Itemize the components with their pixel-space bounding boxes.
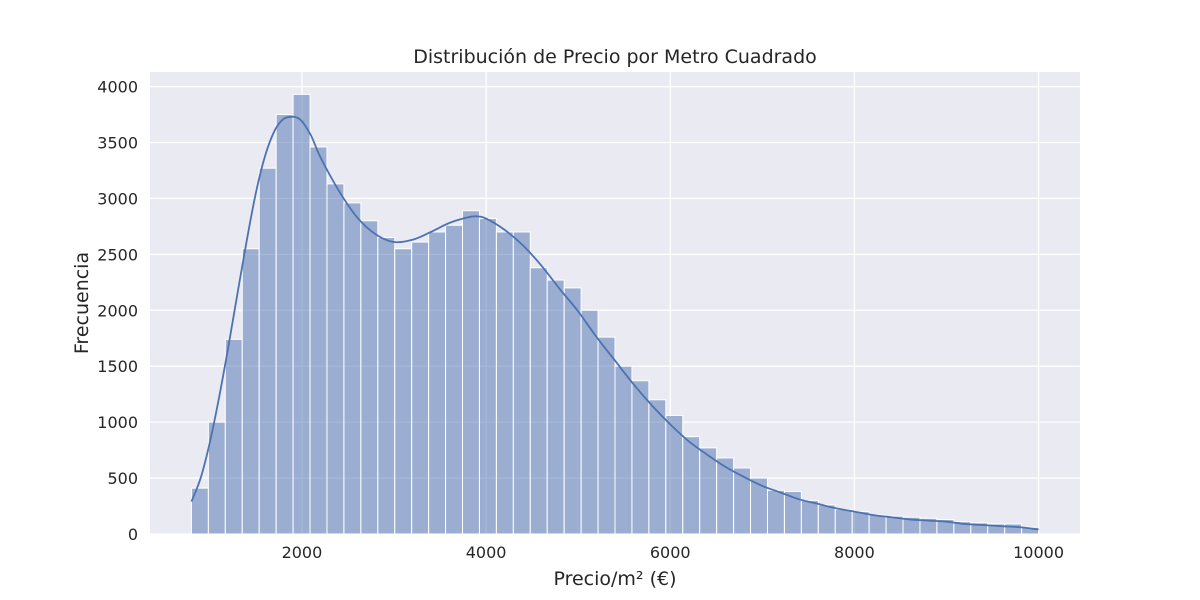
y-tick-label: 2500 <box>97 245 138 264</box>
histogram-bar <box>360 220 379 535</box>
y-tick-label: 2000 <box>97 301 138 320</box>
histogram-bar <box>343 202 362 535</box>
histogram-bar <box>682 436 701 535</box>
histogram-bar <box>1004 523 1023 535</box>
histogram-bar <box>275 114 294 535</box>
histogram-bar <box>546 279 565 535</box>
y-tick-label: 4000 <box>97 78 138 97</box>
y-tick-labels: 0 500 1000 1500 2000 2500 3000 3500 4000 <box>97 78 138 544</box>
histogram-bar <box>580 309 599 535</box>
x-tick-labels: 2000 4000 6000 8000 10000 <box>282 543 1064 562</box>
histogram-bar <box>292 93 311 535</box>
histogram-bars <box>190 93 1040 535</box>
histogram-bar <box>258 167 277 535</box>
histogram-bar <box>377 237 396 535</box>
histogram-bar <box>766 489 785 535</box>
histogram-bar <box>529 267 548 535</box>
histogram-bar <box>309 146 328 535</box>
x-tick-label: 2000 <box>282 543 323 562</box>
kde-curve <box>190 115 1039 531</box>
histogram-bar <box>241 248 260 535</box>
histogram-bar <box>495 231 514 535</box>
histogram-bar <box>394 248 413 535</box>
histogram-bar <box>851 511 870 535</box>
histogram-bar <box>428 231 447 535</box>
y-tick-label: 3000 <box>97 189 138 208</box>
y-tick-label: 500 <box>107 469 138 488</box>
x-tick-label: 6000 <box>650 543 691 562</box>
x-axis-label: Precio/m² (€) <box>553 568 676 590</box>
chart-title: Distribución de Precio por Metro Cuadrad… <box>413 46 817 68</box>
histogram-bar <box>817 504 836 535</box>
histogram-bar <box>631 380 650 535</box>
histogram-bar <box>614 365 633 535</box>
histogram-bar <box>733 467 752 535</box>
histogram-bar <box>800 499 819 535</box>
histogram-bar <box>462 210 480 535</box>
histogram-bar <box>512 231 531 535</box>
y-tick-label: 0 <box>128 525 138 544</box>
histogram-bar <box>868 514 887 535</box>
histogram-bar <box>648 399 667 535</box>
histogram-bar <box>326 183 345 535</box>
y-tick-label: 1000 <box>97 413 138 432</box>
y-tick-label: 3500 <box>97 133 138 152</box>
x-tick-label: 4000 <box>466 543 507 562</box>
y-tick-label: 1500 <box>97 357 138 376</box>
histogram-bar <box>699 447 718 535</box>
x-tick-label: 10000 <box>1013 543 1064 562</box>
y-axis-label: Frecuencia <box>71 252 93 354</box>
histogram-bar <box>445 224 464 535</box>
histogram-bar <box>411 241 430 535</box>
histogram-bar <box>597 336 616 535</box>
x-tick-label: 8000 <box>834 543 875 562</box>
histogram-bar <box>1021 526 1040 535</box>
histogram-bar <box>834 508 853 535</box>
histogram-bar <box>478 218 497 535</box>
histogram-bar <box>224 338 243 535</box>
histogram-bar <box>563 287 582 535</box>
